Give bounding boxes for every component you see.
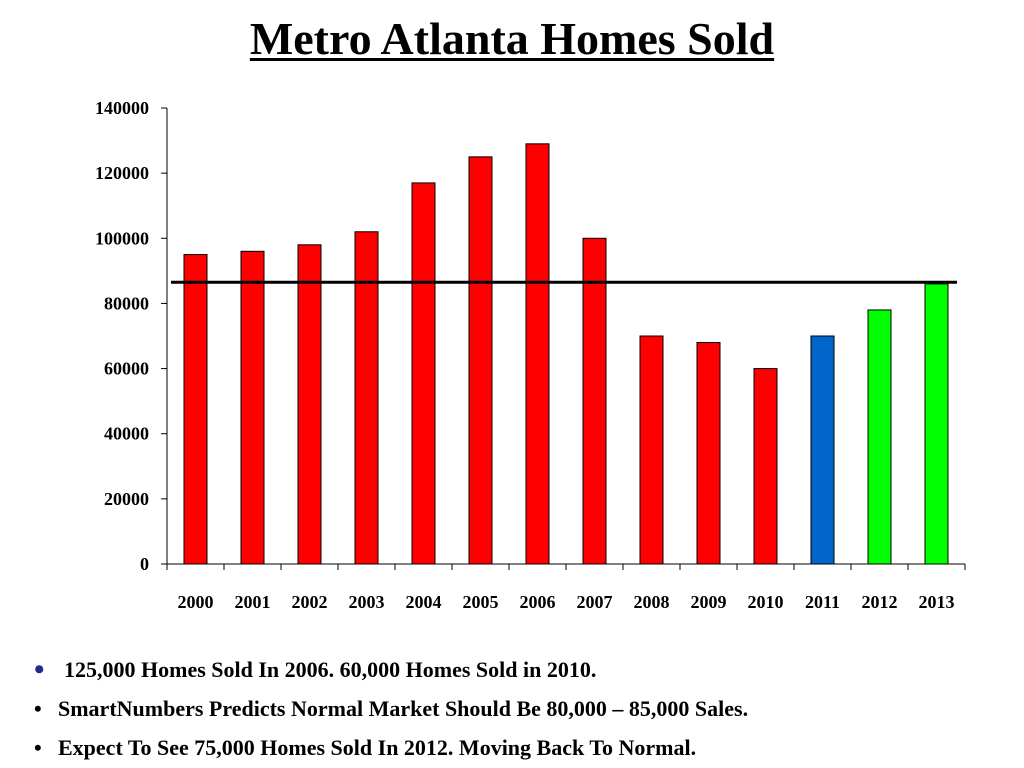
bar-2010 xyxy=(753,368,778,565)
bullet-item: • 125,000 Homes Sold In 2006. 60,000 Hom… xyxy=(34,650,748,689)
bar-2012 xyxy=(867,309,892,565)
bar-chart: 020000400006000080000100000120000140000 … xyxy=(95,98,966,612)
x-tick-label: 2003 xyxy=(349,592,385,612)
y-tick-label: 80000 xyxy=(104,293,149,313)
bullet-dot-icon: • xyxy=(34,695,42,721)
x-tick-label: 2007 xyxy=(577,592,613,612)
x-tick-label: 2009 xyxy=(691,592,727,612)
bullet-dot-icon: • xyxy=(34,652,45,686)
bullet-item: • SmartNumbers Predicts Normal Market Sh… xyxy=(34,689,748,728)
bullet-text: SmartNumbers Predicts Normal Market Shou… xyxy=(58,695,749,721)
x-tick-label: 2004 xyxy=(406,592,442,612)
x-tick-label: 2006 xyxy=(520,592,556,612)
x-tick-label: 2002 xyxy=(292,592,328,612)
y-tick-label: 20000 xyxy=(104,489,149,509)
bars xyxy=(183,143,949,565)
bar-2003 xyxy=(354,231,379,565)
bar-2005 xyxy=(468,156,493,565)
page-title: Metro Atlanta Homes Sold xyxy=(249,13,775,64)
x-tick-label: 2005 xyxy=(463,592,499,612)
bar-2007 xyxy=(582,237,607,565)
x-tick-label: 2000 xyxy=(178,592,214,612)
bar-2002 xyxy=(297,244,322,565)
bar-2011 xyxy=(810,335,835,565)
x-tick-label: 2008 xyxy=(634,592,670,612)
bar-2000 xyxy=(183,254,208,565)
bullet-dot-icon: • xyxy=(34,734,42,760)
bullet-item: • Expect To See 75,000 Homes Sold In 201… xyxy=(34,728,748,767)
bar-2004 xyxy=(411,182,436,565)
y-tick-label: 120000 xyxy=(95,163,149,183)
x-axis: 2000 2001 2002 2003 2004 2005 2006 2007 2008 2009… xyxy=(166,563,966,612)
bullet-text: 125,000 Homes Sold In 2006. 60,000 Homes… xyxy=(64,656,597,682)
y-tick-label: 40000 xyxy=(104,424,149,444)
bullet-text: Expect To See 75,000 Homes Sold In 2012.… xyxy=(58,734,697,760)
bar-2006 xyxy=(525,143,550,565)
y-tick-label: 0 xyxy=(140,554,149,574)
bullet-list: • 125,000 Homes Sold In 2006. 60,000 Hom… xyxy=(34,650,748,767)
bar-2013 xyxy=(924,283,949,565)
bar-2008 xyxy=(639,335,664,565)
x-tick-label: 2010 xyxy=(748,592,784,612)
x-tick-label: 2012 xyxy=(862,592,898,612)
bar-2009 xyxy=(696,342,721,565)
x-tick-label: 2011 xyxy=(805,592,840,612)
y-tick-label: 100000 xyxy=(95,228,149,248)
y-tick-label: 60000 xyxy=(104,359,149,379)
bar-2001 xyxy=(240,250,265,565)
y-tick-label: 140000 xyxy=(95,98,149,118)
x-tick-label: 2001 xyxy=(235,592,271,612)
x-tick-label: 2013 xyxy=(919,592,955,612)
y-axis: 0 20000 40000 60000 80000 100000 120000 140000 xyxy=(95,98,168,574)
